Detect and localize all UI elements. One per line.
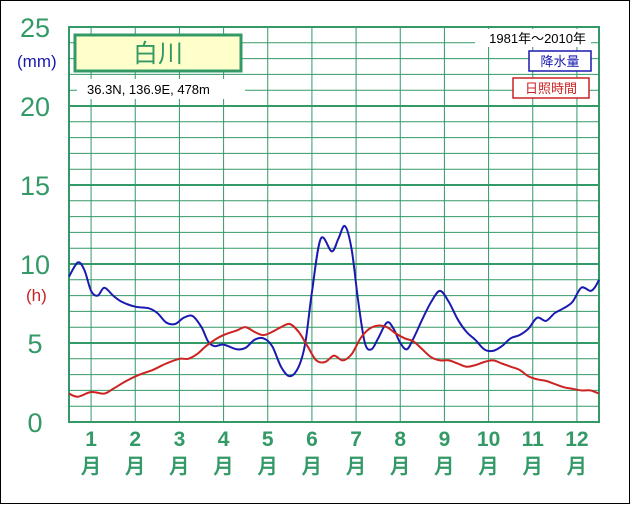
- y-axis-ticks: 0 5 10 15 20 25: [20, 13, 50, 438]
- legend: 降水量 日照時間: [512, 50, 592, 99]
- x-tick-label: 5: [262, 428, 274, 451]
- x-tick-unit: 月: [522, 454, 543, 478]
- y-unit-hours: (h): [26, 286, 47, 305]
- x-axis-ticks: 1 月 2 月 3 月 4 月 5 月 6 月 7 月 8 月 9 月 10 月 11 月 12 月: [80, 428, 589, 478]
- x-tick-unit: 月: [566, 454, 587, 478]
- title-box-frame: [73, 33, 243, 73]
- x-tick-label: 2: [129, 428, 141, 451]
- y-tick-label: 15: [20, 171, 50, 201]
- legend-precip-box: [528, 50, 592, 72]
- location-text: 36.3N, 136.9E, 478m: [87, 82, 210, 97]
- legend-sunshine-box: [512, 77, 590, 99]
- period-text: 1981年〜2010年: [489, 31, 586, 46]
- y-tick-label: 20: [20, 92, 50, 122]
- legend-precip-label: 降水量: [540, 55, 579, 70]
- x-tick-label: 4: [218, 428, 230, 451]
- y-tick-label: 25: [20, 13, 50, 43]
- x-tick-unit: 月: [168, 454, 189, 478]
- x-tick-unit: 月: [433, 454, 454, 478]
- y-tick-label: 5: [27, 329, 42, 359]
- x-tick-label: 12: [565, 428, 588, 451]
- x-tick-label: 6: [306, 428, 318, 451]
- x-tick-unit: 月: [345, 454, 366, 478]
- chart-series: [68, 224, 600, 398]
- sunshine-line: [68, 322, 600, 398]
- x-tick-unit: 月: [213, 454, 234, 478]
- station-name: 白川: [133, 39, 183, 68]
- period-background: [475, 29, 591, 47]
- x-tick-label: 1: [85, 428, 97, 451]
- x-tick-label: 10: [477, 428, 500, 451]
- x-tick-unit: 月: [80, 454, 101, 478]
- y-tick-label: 0: [27, 408, 42, 438]
- y-tick-label: 10: [20, 250, 50, 280]
- title-box: 白川: [73, 33, 243, 73]
- x-tick-unit: 月: [478, 454, 499, 478]
- x-tick-label: 9: [439, 428, 451, 451]
- y-unit-mm: (mm): [17, 52, 57, 71]
- x-tick-label: 7: [350, 428, 362, 451]
- x-tick-unit: 月: [389, 454, 410, 478]
- x-tick-unit: 月: [124, 454, 145, 478]
- x-tick-unit: 月: [301, 454, 322, 478]
- location-background: [77, 79, 245, 99]
- x-tick-label: 11: [522, 428, 545, 451]
- x-tick-label: 3: [174, 428, 186, 451]
- legend-sunshine-label: 日照時間: [525, 82, 577, 97]
- x-tick-unit: 月: [257, 454, 278, 478]
- x-tick-label: 8: [394, 428, 406, 451]
- precipitation-line: [68, 224, 600, 378]
